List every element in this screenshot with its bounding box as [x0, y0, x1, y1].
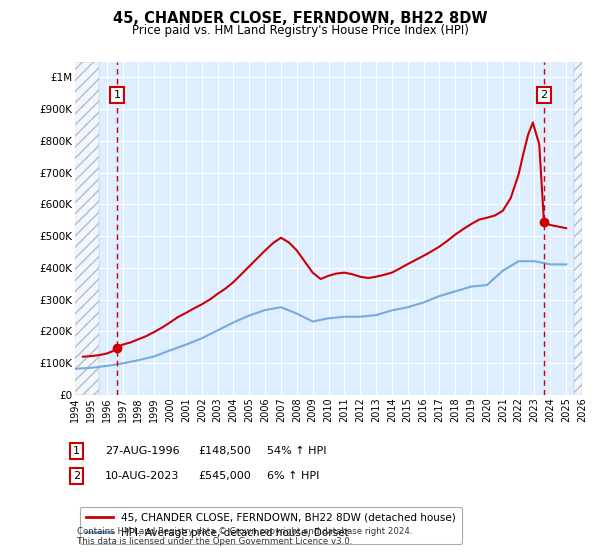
Text: Price paid vs. HM Land Registry's House Price Index (HPI): Price paid vs. HM Land Registry's House …	[131, 24, 469, 36]
Text: £148,500: £148,500	[198, 446, 251, 456]
Text: 45, CHANDER CLOSE, FERNDOWN, BH22 8DW: 45, CHANDER CLOSE, FERNDOWN, BH22 8DW	[113, 11, 487, 26]
Text: 27-AUG-1996: 27-AUG-1996	[105, 446, 179, 456]
Text: 1: 1	[113, 90, 121, 100]
Text: 2: 2	[541, 90, 548, 100]
Text: Contains HM Land Registry data © Crown copyright and database right 2024.
This d: Contains HM Land Registry data © Crown c…	[77, 526, 412, 546]
Text: 54% ↑ HPI: 54% ↑ HPI	[267, 446, 326, 456]
Text: 2: 2	[73, 471, 80, 481]
Text: £545,000: £545,000	[198, 471, 251, 481]
Text: 6% ↑ HPI: 6% ↑ HPI	[267, 471, 319, 481]
Text: 1: 1	[73, 446, 80, 456]
Bar	[574, 62, 582, 395]
Bar	[574, 62, 582, 395]
Bar	[75, 62, 99, 395]
Bar	[75, 62, 99, 395]
Text: 10-AUG-2023: 10-AUG-2023	[105, 471, 179, 481]
Legend: 45, CHANDER CLOSE, FERNDOWN, BH22 8DW (detached house), HPI: Average price, deta: 45, CHANDER CLOSE, FERNDOWN, BH22 8DW (d…	[80, 507, 462, 544]
